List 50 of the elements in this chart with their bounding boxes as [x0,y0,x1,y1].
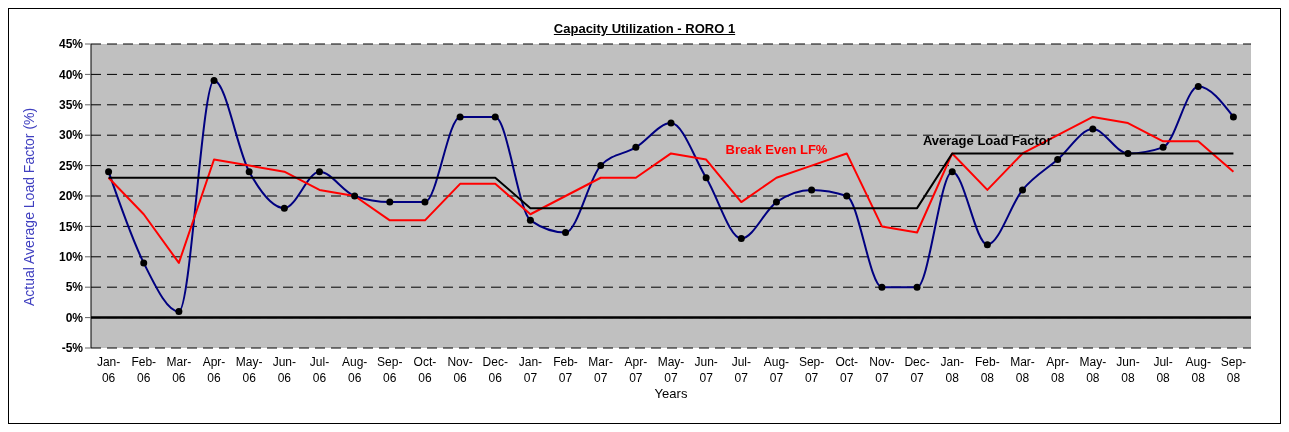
y-tick-label: 30% [58,128,84,143]
x-tick-label: Jun-07 [694,355,718,385]
x-tick-label: Sep-06 [377,355,403,385]
x-tick-label: Dec-06 [482,355,508,385]
y-tick-label: 0% [65,310,84,325]
x-tick-label: Aug-07 [763,355,790,385]
x-tick-label: Apr-08 [1046,355,1069,385]
series-label: Break Even LF% [725,141,828,157]
x-tick-label: Apr-06 [202,355,226,385]
y-tick-label: 40% [58,67,84,82]
x-tick-label: May-08 [1079,355,1107,385]
x-tick-label: Feb-06 [131,355,157,385]
x-tick-label: Apr-07 [624,355,648,385]
y-tick-label: 35% [58,98,84,113]
x-tick-label: Feb-08 [975,355,1000,385]
y-tick-label: 5% [65,280,84,295]
x-axis-title: Years [654,386,688,401]
x-tick-label: Sep-07 [798,355,825,385]
x-tick-label: Feb-07 [553,355,578,385]
y-axis-title: Actual Average Load Factor (%) [20,107,37,306]
x-tick-label: Mar-07 [588,355,614,385]
x-tick-label: Aug-08 [1185,355,1211,385]
x-tick-label: Jul-07 [731,355,751,385]
x-tick-label: Oct-07 [835,355,859,385]
x-tick-label: Jan-07 [518,355,543,385]
x-tick-label: Dec-07 [904,355,930,385]
x-tick-label: Jan-08 [940,355,964,385]
y-tick-label: -5% [61,341,84,356]
x-tick-label: Oct-06 [413,355,437,385]
x-tick-label: Nov-06 [447,355,473,385]
x-tick-label: Jan-06 [96,355,121,385]
line-series [107,115,1235,264]
point [1124,149,1132,157]
y-tick-label: 45% [58,37,84,52]
y-tick-label: 20% [58,189,84,204]
x-tick-label: Jul-06 [309,355,330,385]
y-tick-label: 25% [58,158,84,173]
x-tick-label: Sep-08 [1220,355,1247,385]
y-tick-label: 10% [58,250,84,265]
x-tick-label: Nov-07 [869,355,895,385]
x-tick-label: Mar-06 [166,355,192,385]
x-tick-label: Aug-06 [341,355,368,385]
y-tick-label: 15% [58,219,84,234]
x-tick-label: Jun-06 [272,355,297,385]
x-tick-label: Mar-08 [1010,355,1035,385]
x-tick-label: May-06 [235,355,263,385]
x-tick-label: Jun-08 [1116,355,1140,385]
chart-title: Capacity Utilization - RORO 1 [552,21,737,36]
x-tick-label: May-07 [657,355,685,385]
x-tick-label: Jul-08 [1153,355,1173,385]
